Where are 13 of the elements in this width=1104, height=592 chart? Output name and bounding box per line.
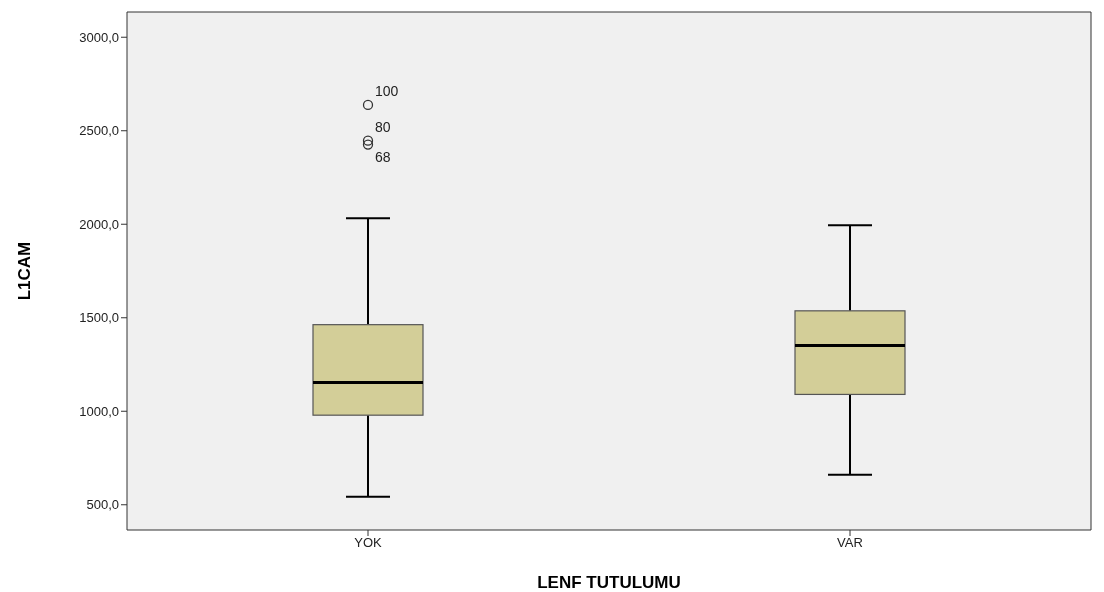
y-tick-label: 3000,0: [79, 29, 119, 45]
y-tick-label: 1500,0: [79, 310, 119, 326]
annotation: 80: [375, 118, 391, 135]
x-tick-label: YOK: [354, 535, 383, 551]
y-tick-label: 2500,0: [79, 123, 119, 139]
y-axis-title: L1CAM: [15, 241, 35, 301]
y-tick-label: 500,0: [86, 497, 119, 513]
x-tick-label: VAR: [837, 535, 863, 551]
annotation: 100: [375, 82, 399, 99]
y-tick-label: 2000,0: [79, 216, 119, 232]
annotation: 68: [375, 148, 391, 165]
x-axis-title: LENF TUTULUMU: [537, 573, 681, 592]
y-tick-label: 1000,0: [79, 403, 119, 419]
